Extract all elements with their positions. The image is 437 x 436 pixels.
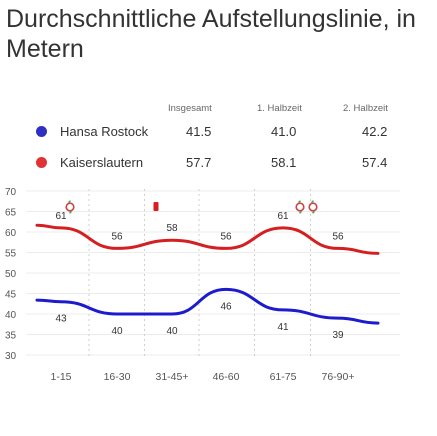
x-tick-label: 46-60 [213,371,240,383]
team-color-dot [36,157,47,168]
team-name: Kaiserslautern [60,155,144,170]
team-value-first-half: 58.1 [271,155,297,170]
data-label: 39 [332,330,344,341]
red-card-icon [153,202,159,211]
x-tick-label: 1-15 [50,371,71,383]
y-tick-label: 70 [5,187,17,198]
data-label: 61 [55,211,67,222]
team-value-second-half: 57.4 [362,155,388,170]
data-label: 58 [166,223,178,234]
data-label: 40 [166,326,178,337]
data-label: 56 [332,231,344,242]
team-row-hansa-rostock: Hansa Rostock 41.5 41.0 42.2 [0,122,437,142]
series-line-hansa-rostock [35,287,380,325]
y-tick-label: 65 [5,208,17,219]
x-tick-label: 31-45+ [156,371,189,383]
substitution-icon [295,200,305,214]
y-tick-label: 30 [5,351,17,362]
team-value-total: 57.7 [186,155,212,170]
team-row-kaiserslautern: Kaiserslautern 57.7 58.1 57.4 [0,153,437,173]
column-header-total: Insgesamt [168,103,212,114]
data-label: 41 [277,322,289,333]
x-tick-label: 76-90+ [322,371,355,383]
x-tick-label: 16-30 [104,371,131,383]
y-tick-label: 45 [5,290,17,301]
y-tick-label: 50 [5,269,17,280]
substitution-icon [308,200,318,214]
data-label: 43 [55,314,67,325]
data-label: 40 [111,326,123,337]
data-label: 61 [277,211,289,222]
column-header-second-half: 2. Halbzeit [343,103,388,114]
data-label: 46 [220,301,232,312]
x-tick-label: 61-75 [270,371,297,383]
team-value-total: 41.5 [186,124,212,139]
substitution-icon [65,200,75,214]
team-value-first-half: 41.0 [271,124,297,139]
y-tick-label: 35 [5,331,17,342]
team-value-second-half: 42.2 [362,124,388,139]
column-header-first-half: 1. Halbzeit [257,103,302,114]
y-tick-label: 40 [5,310,17,321]
y-tick-label: 55 [5,249,17,260]
team-name: Hansa Rostock [60,124,149,139]
data-label: 56 [220,231,232,242]
chart-title: Durchschnittliche Aufstellungslinie, in … [6,5,416,63]
series-line-kaiserslautern [35,223,380,255]
team-color-dot [36,126,47,137]
data-label: 56 [111,231,123,242]
y-tick-label: 60 [5,228,17,239]
